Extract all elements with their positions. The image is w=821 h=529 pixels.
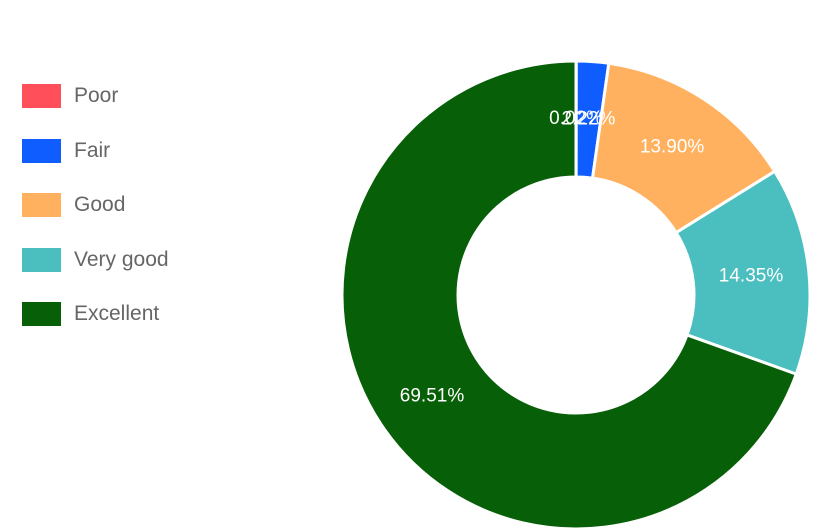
legend-swatch-poor — [22, 84, 61, 108]
legend-swatch-excellent — [22, 302, 61, 326]
slice-very-good[interactable] — [674, 169, 812, 377]
legend-label-very-good: Very good — [74, 247, 169, 271]
legend-swatch-good — [22, 193, 61, 217]
legend-swatch-fair — [22, 138, 61, 163]
slice-label-fair: 2.22% — [562, 108, 616, 129]
slice-label-very-good: 14.35% — [719, 265, 784, 286]
legend-label-fair: Fair — [74, 138, 111, 162]
slice-label-excellent: 69.51% — [400, 385, 465, 406]
slice-label-poor: 0.02% — [549, 108, 603, 129]
legend-label-excellent: Excellent — [74, 302, 160, 325]
legend-label-poor: Poor — [74, 84, 119, 107]
slice-good[interactable] — [590, 61, 777, 235]
legend-label-good: Good — [74, 193, 126, 216]
legend-swatch-very-good — [22, 247, 61, 272]
slice-label-good: 13.90% — [640, 137, 705, 158]
